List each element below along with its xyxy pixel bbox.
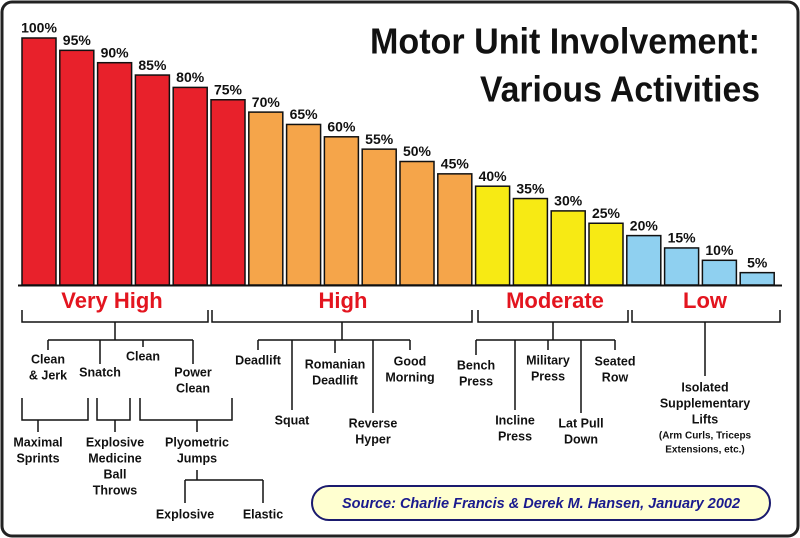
activity-label: Romanian <box>305 357 365 371</box>
bar <box>550 210 586 286</box>
activity-label: Reverse <box>349 416 398 430</box>
bar <box>739 271 775 286</box>
activity-label: Supplementary <box>660 396 750 410</box>
value-label: 35% <box>516 180 545 196</box>
activity-label: Sprints <box>16 451 59 465</box>
activity-label: Maximal <box>13 435 62 449</box>
value-label: 95% <box>63 32 92 48</box>
activity-label: Down <box>564 432 598 446</box>
activity-label: Plyometric <box>165 435 229 449</box>
value-label: 100% <box>21 20 57 36</box>
value-label: 90% <box>101 44 130 60</box>
activity-label: Row <box>602 370 629 384</box>
bar <box>134 74 171 286</box>
activity-label: Elastic <box>243 507 283 521</box>
activity-label: Lifts <box>692 412 718 426</box>
value-label: 60% <box>327 119 356 135</box>
chart-title: Motor Unit Involvement: <box>370 21 760 62</box>
bar <box>588 222 624 286</box>
bar <box>399 160 435 286</box>
value-label: 70% <box>252 94 281 110</box>
bar <box>361 148 397 286</box>
activity-label: Medicine <box>88 451 142 465</box>
activity-label: Military <box>526 353 570 367</box>
activity-label: Clean <box>126 349 160 363</box>
activity-label: Explosive <box>86 435 144 449</box>
activity-label: Throws <box>93 483 137 497</box>
activity-label: Jumps <box>177 451 217 465</box>
bar <box>172 86 208 286</box>
value-label: 15% <box>668 230 697 246</box>
value-label: 45% <box>441 156 470 172</box>
activity-label: Good <box>394 354 427 368</box>
bar <box>248 111 284 286</box>
bracket <box>211 310 473 413</box>
activity-label: Ball <box>104 467 127 481</box>
activity-label: Snatch <box>79 365 121 379</box>
bar <box>701 259 738 286</box>
activity-label: Isolated <box>681 380 728 394</box>
value-label: 50% <box>403 143 432 159</box>
bar <box>210 99 246 286</box>
value-label: 30% <box>554 193 583 209</box>
bracket <box>475 310 629 413</box>
activity-label: Incline <box>495 413 535 427</box>
value-label: 20% <box>630 217 659 233</box>
activity-label: & Jerk <box>29 368 67 382</box>
activity-label: Lat Pull <box>558 416 603 430</box>
activity-label: (Arm Curls, Triceps <box>659 431 752 442</box>
activity-label: Hyper <box>355 432 391 446</box>
group-label: Low <box>683 288 728 313</box>
value-label: 25% <box>592 205 621 221</box>
chart-title: Various Activities <box>480 69 760 110</box>
activity-label: Press <box>531 369 565 383</box>
value-label: 80% <box>176 69 205 85</box>
value-label: 55% <box>365 131 394 147</box>
bracket <box>21 398 264 503</box>
activity-label: Seated <box>595 354 636 368</box>
source-box <box>311 485 771 521</box>
value-label: 65% <box>290 106 319 122</box>
value-label: 10% <box>705 242 734 258</box>
connectors <box>21 310 781 503</box>
activity-label: Morning <box>385 370 434 384</box>
bar <box>626 234 662 286</box>
bar <box>59 49 95 286</box>
bracket <box>21 310 209 364</box>
activity-label: Extensions, etc.) <box>665 445 744 456</box>
bar <box>285 123 322 286</box>
activity-label: Bench <box>457 358 495 372</box>
group-label: Moderate <box>506 288 604 313</box>
activity-label: Deadlift <box>235 353 282 367</box>
bar <box>512 197 549 286</box>
bar <box>663 247 700 286</box>
activity-label: Deadlift <box>312 373 359 387</box>
activity-label: Squat <box>275 413 311 427</box>
group-label: High <box>319 288 368 313</box>
value-label: 5% <box>747 254 768 270</box>
bar <box>474 185 511 286</box>
bar <box>437 173 473 286</box>
activity-label: Clean <box>176 381 210 395</box>
group-label: Very High <box>61 288 162 313</box>
activity-label: Press <box>498 429 532 443</box>
activity-label: Explosive <box>156 507 214 521</box>
bracket <box>631 310 781 376</box>
activity-label: Power <box>174 365 212 379</box>
bar <box>96 61 133 286</box>
activity-label: Press <box>459 374 493 388</box>
value-label: 75% <box>214 81 243 97</box>
source: Source: Charlie Francis & Derek M. Hanse… <box>342 496 740 512</box>
value-label: 40% <box>479 168 508 184</box>
bar <box>323 136 360 286</box>
bar <box>21 37 57 286</box>
value-label: 85% <box>138 57 167 73</box>
activity-label: Clean <box>31 352 65 366</box>
